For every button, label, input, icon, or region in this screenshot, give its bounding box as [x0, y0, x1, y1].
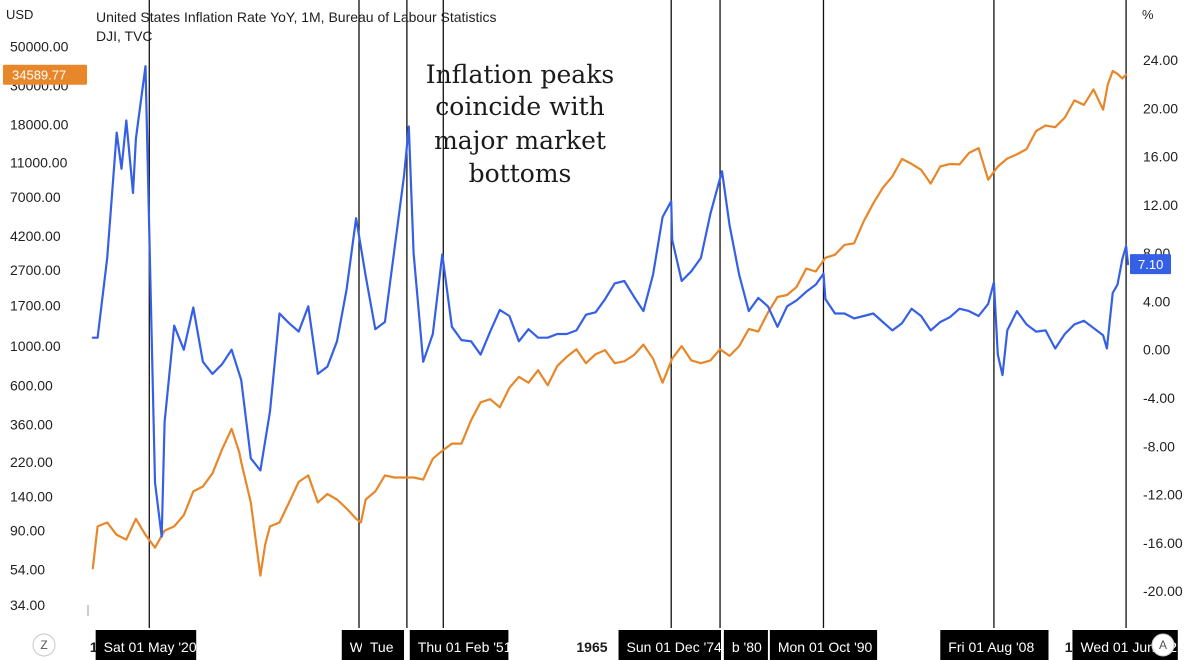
date-label-box — [723, 630, 768, 660]
right-tick-label: -16.00 — [1143, 535, 1183, 551]
annotation: Inflation peaks coincide with major mark… — [426, 60, 614, 188]
date-label-box — [95, 630, 197, 660]
reset-scale-circle[interactable] — [32, 633, 56, 657]
right-tick-label: 24.00 — [1143, 52, 1178, 68]
inflation-line — [91, 65, 1130, 538]
date-label-text: Sun 01 Dec '74 — [627, 639, 723, 655]
auto-scale-button[interactable]: A — [1151, 633, 1175, 657]
date-label-text: Fri 01 Aug '08 — [948, 639, 1034, 655]
event-lines — [148, 0, 1127, 628]
left-tick-label: 220.00 — [10, 454, 53, 470]
auto-scale-label[interactable]: A — [1159, 638, 1167, 652]
x-year-label: 1965 — [576, 639, 607, 655]
right-tick-label: -4.00 — [1143, 390, 1175, 406]
auto-scale-circle[interactable] — [1151, 633, 1175, 657]
date-label-box — [769, 630, 878, 660]
series-lines — [91, 65, 1130, 577]
left-tick-label: 11000.00 — [10, 155, 68, 171]
right-axis-unit: % — [1142, 7, 1154, 22]
date-label-text: Mon 01 Oct '90 — [778, 639, 873, 655]
right-axis: 24.0020.0016.0012.008.004.000.00-4.00-8.… — [1143, 52, 1183, 599]
dji-value-badge — [3, 64, 87, 85]
date-label-box — [409, 630, 509, 660]
right-tick-label: 12.00 — [1143, 197, 1178, 213]
legend-title[interactable]: United States Inflation Rate YoY, 1M, Bu… — [96, 9, 497, 25]
right-tick-label: -12.00 — [1143, 487, 1183, 503]
inflation-value-label: 7.10 — [1138, 257, 1163, 272]
dji-line — [91, 69, 1128, 577]
annotation-line-3: major market — [434, 126, 606, 155]
x-year-label: 1 — [1065, 639, 1073, 655]
left-tick-label: 90.00 — [10, 523, 45, 539]
right-tick-label: -8.00 — [1143, 438, 1175, 454]
date-label-text: Sat 01 May '20 — [104, 639, 197, 655]
dji-value-label: 34589.77 — [12, 68, 66, 83]
left-tick-label: 140.00 — [10, 489, 53, 505]
left-tick-label: 1700.00 — [10, 298, 61, 314]
reset-scale-button[interactable]: Z — [32, 633, 56, 657]
date-label-text: Thu 01 Feb '51 — [418, 639, 512, 655]
left-axis: 50000.0030000.0018000.0011000.007000.004… — [10, 39, 69, 614]
left-tick-label: 4200.00 — [10, 228, 61, 244]
date-label-text: Tue — [370, 639, 394, 655]
date-label-text: b '80 — [732, 639, 762, 655]
last-value-badges: 34589.77 7.10 — [3, 64, 1171, 275]
left-tick-label: 18000.00 — [10, 117, 69, 133]
left-tick-label: 7000.00 — [10, 189, 61, 205]
annotation-line-4: bottoms — [469, 159, 572, 188]
inflation-value-badge — [1130, 254, 1171, 275]
date-label-box — [618, 630, 722, 660]
date-label-box — [361, 630, 405, 660]
left-tick-label: 2700.00 — [10, 262, 61, 278]
left-axis-unit: USD — [6, 7, 33, 22]
reset-scale-label[interactable]: Z — [40, 638, 47, 652]
left-tick-label: 600.00 — [10, 377, 53, 393]
left-tick-label: 34.00 — [10, 597, 45, 613]
left-tick-label: 360.00 — [10, 416, 53, 432]
annotation-line-2: coincide with — [435, 92, 604, 121]
right-tick-label: 20.00 — [1143, 100, 1178, 116]
annotation-line-1: Inflation peaks — [426, 60, 614, 89]
left-tick-label: 1000.00 — [10, 338, 61, 354]
left-tick-label: 54.00 — [10, 562, 45, 578]
right-tick-label: 4.00 — [1143, 294, 1170, 310]
left-tick-label: 50000.00 — [10, 39, 69, 55]
right-tick-label: 0.00 — [1143, 342, 1170, 358]
right-tick-label: 16.00 — [1143, 149, 1178, 165]
legend-subtitle[interactable]: DJI, TVC — [96, 28, 153, 44]
date-label-box — [940, 630, 1049, 660]
right-tick-label: -20.00 — [1143, 583, 1183, 599]
